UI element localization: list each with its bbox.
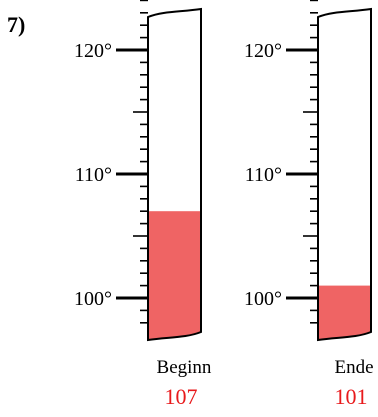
scale-label: 100° [74,288,112,310]
thermometer-ende: 100° 110° 120° Ende 101 [244,0,374,409]
liquid-fill [318,285,371,340]
liquid-fill [148,211,201,340]
tube-outline [147,7,202,342]
thermometer-value: 101 [335,384,368,409]
thermometer-value: 107 [165,384,198,409]
scale-label: 110° [75,164,112,186]
tube-outline [317,7,372,342]
thermometer-beginn: 100° 110° 120° Beginn 107 [74,0,212,409]
scale-label: 120° [74,40,112,62]
scale-label: 110° [245,164,282,186]
thermometers-group: 100° 110° 120° Beginn 107 100° 110° 120° Ende 101 [74,0,374,409]
thermometer-label: Beginn [157,357,212,378]
scale-label: 100° [244,288,282,310]
thermometer-label: Ende [334,357,373,378]
scale-label: 120° [244,40,282,62]
problem-number: 7) [7,12,25,37]
